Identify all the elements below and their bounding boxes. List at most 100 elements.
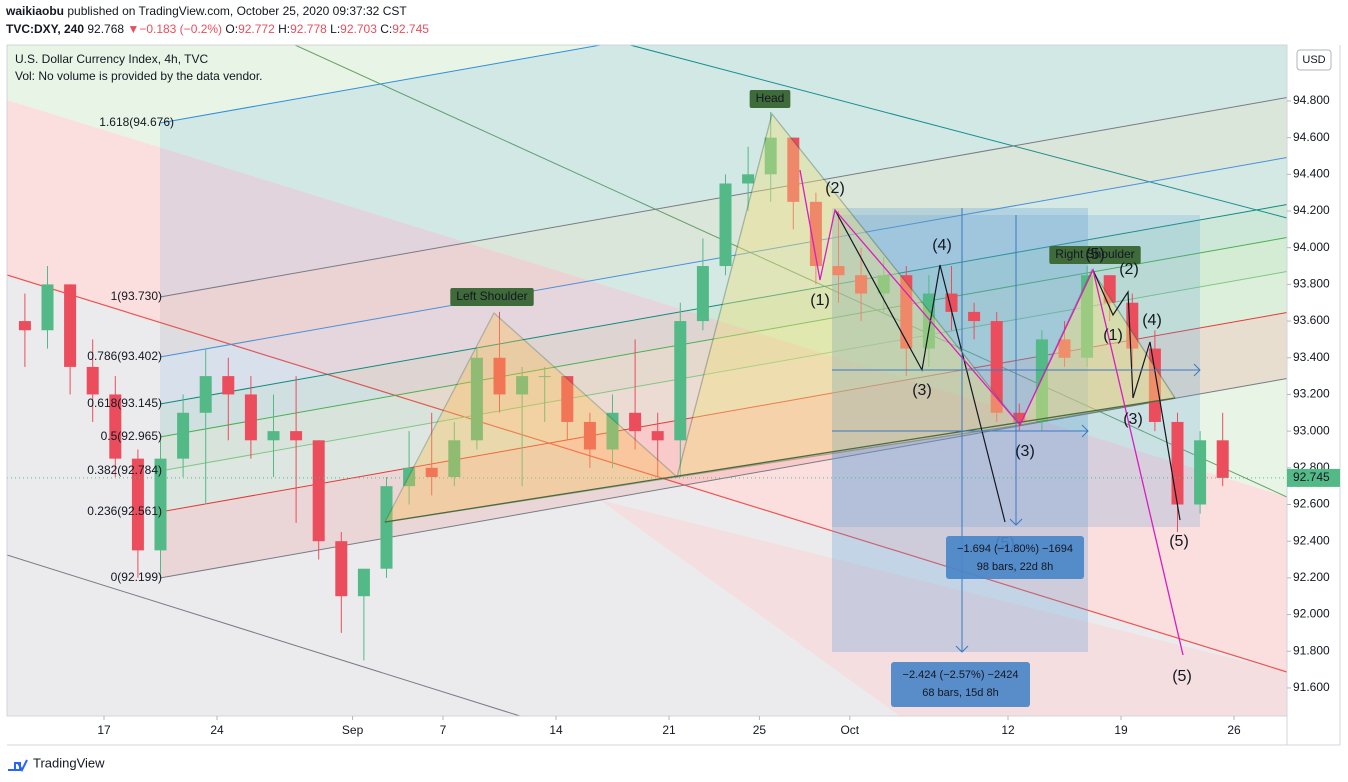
candle-body <box>109 394 122 459</box>
candle-body <box>267 431 280 441</box>
y-tick-label: 92.600 <box>1293 497 1330 511</box>
arrow: ▼ <box>127 22 139 36</box>
candle-body <box>470 357 483 441</box>
pattern-label: Head <box>756 91 785 105</box>
y-tick-label: 94.600 <box>1293 130 1330 144</box>
candles <box>7 111 1287 661</box>
x-tick-label: 24 <box>210 723 224 737</box>
y-tick-label: 91.600 <box>1293 680 1330 694</box>
candle-body <box>516 376 529 395</box>
fib-label: 1.618(94.676) <box>99 115 174 129</box>
fib-label: 0.618(93.145) <box>87 396 162 410</box>
logo-icon <box>8 759 28 773</box>
candle-body <box>1216 440 1229 478</box>
candle-body <box>154 458 167 551</box>
wave-label: (2) <box>825 180 845 197</box>
fib-label: 0(92.199) <box>111 570 162 584</box>
candle-body <box>290 431 303 441</box>
candle-body <box>1035 339 1048 422</box>
y-tick-label: 94.000 <box>1293 240 1330 254</box>
x-tick-label: 17 <box>97 723 111 737</box>
band <box>7 100 1287 672</box>
high: 92.778 <box>290 22 327 36</box>
y-tick-label: 94.200 <box>1293 203 1330 217</box>
y-tick-label: 91.800 <box>1293 643 1330 657</box>
pattern-box <box>450 288 534 306</box>
last-price-box <box>1287 468 1340 487</box>
candle-body <box>1013 412 1026 422</box>
candle-body <box>1058 339 1071 358</box>
candle-body <box>900 275 913 349</box>
arrow-head <box>955 645 969 653</box>
x-tick-label: Oct <box>840 723 859 737</box>
measure-box <box>891 662 1030 707</box>
y-tick-label: 92.200 <box>1293 570 1330 584</box>
wave-label: (3) <box>912 382 932 399</box>
o-label: O: <box>225 22 238 36</box>
currency-box[interactable] <box>1296 49 1332 71</box>
candle-body <box>425 467 438 477</box>
y-tick-label: 93.600 <box>1293 313 1330 327</box>
fib-line <box>159 312 1287 513</box>
candle-body <box>131 458 144 551</box>
x-tick-label: 7 <box>440 723 447 737</box>
measure-text: −2.424 (−2.57%) −2424 <box>903 669 1019 681</box>
candle-body <box>583 421 596 450</box>
candle-body <box>403 467 416 487</box>
head-shape <box>676 112 1022 478</box>
chart-subtitle: Vol: No volume is provided by the data v… <box>15 69 262 83</box>
wave-label: (1) <box>1103 327 1123 344</box>
close: 92.745 <box>392 22 429 36</box>
candle-body <box>606 412 619 450</box>
fib-label: 0.236(92.561) <box>87 504 162 518</box>
change: −0.183 (−0.2%) <box>139 22 222 36</box>
last: 92.768 <box>87 22 124 36</box>
wave-label: (2) <box>1119 261 1139 278</box>
plot-area <box>7 45 1287 716</box>
author: waikiaobu <box>5 4 64 18</box>
currency[interactable]: USD <box>1302 54 1325 66</box>
y-tick-label: 92.400 <box>1293 533 1330 547</box>
pattern-label: Left Shoulder <box>456 289 527 303</box>
candle-body <box>380 486 393 569</box>
fib-band <box>160 45 1287 297</box>
x-tick-label: 12 <box>1001 723 1015 737</box>
y-tick-label: 92.000 <box>1293 607 1330 621</box>
pattern-box <box>749 90 791 108</box>
candle-body <box>990 321 1003 413</box>
channel-line <box>7 274 1287 673</box>
candle-body <box>177 412 190 459</box>
fib-band <box>160 157 1287 404</box>
fib-band <box>160 204 1287 437</box>
wave-label: (5) <box>1169 533 1189 550</box>
drawings-front <box>383 112 1201 656</box>
brand: TradingView <box>33 755 105 770</box>
y-tick-label: 94.400 <box>1293 166 1330 180</box>
candle-body <box>538 376 551 378</box>
wave-label: (3) <box>1123 411 1143 428</box>
candle-body <box>222 376 235 395</box>
fib-label: 0.786(93.402) <box>87 349 162 363</box>
fib-line <box>159 45 604 124</box>
symbol-line: TVC:DXY, 240 92.768 ▼−0.183 (−0.2%) O:92… <box>6 22 429 36</box>
h-label: H: <box>278 22 290 36</box>
arrow-head <box>1009 518 1023 526</box>
arrow-head <box>1193 363 1201 377</box>
measure-box <box>946 536 1084 579</box>
wave-label: (5) <box>1085 246 1105 263</box>
fib-label: 0.382(92.784) <box>87 463 162 477</box>
x-tick-label: Sep <box>342 723 364 737</box>
candle-body <box>1148 348 1161 422</box>
candle-body <box>244 394 257 441</box>
x-tick-label: 25 <box>753 723 767 737</box>
fib-band <box>160 237 1287 471</box>
x-tick-label: 19 <box>1114 723 1128 737</box>
candle-body <box>696 266 709 322</box>
candle-body <box>629 412 642 432</box>
candle-body <box>968 311 981 322</box>
c-label: C: <box>380 22 392 36</box>
candle-body <box>809 201 822 267</box>
neckline <box>384 397 1176 523</box>
channel-line <box>294 45 1287 498</box>
